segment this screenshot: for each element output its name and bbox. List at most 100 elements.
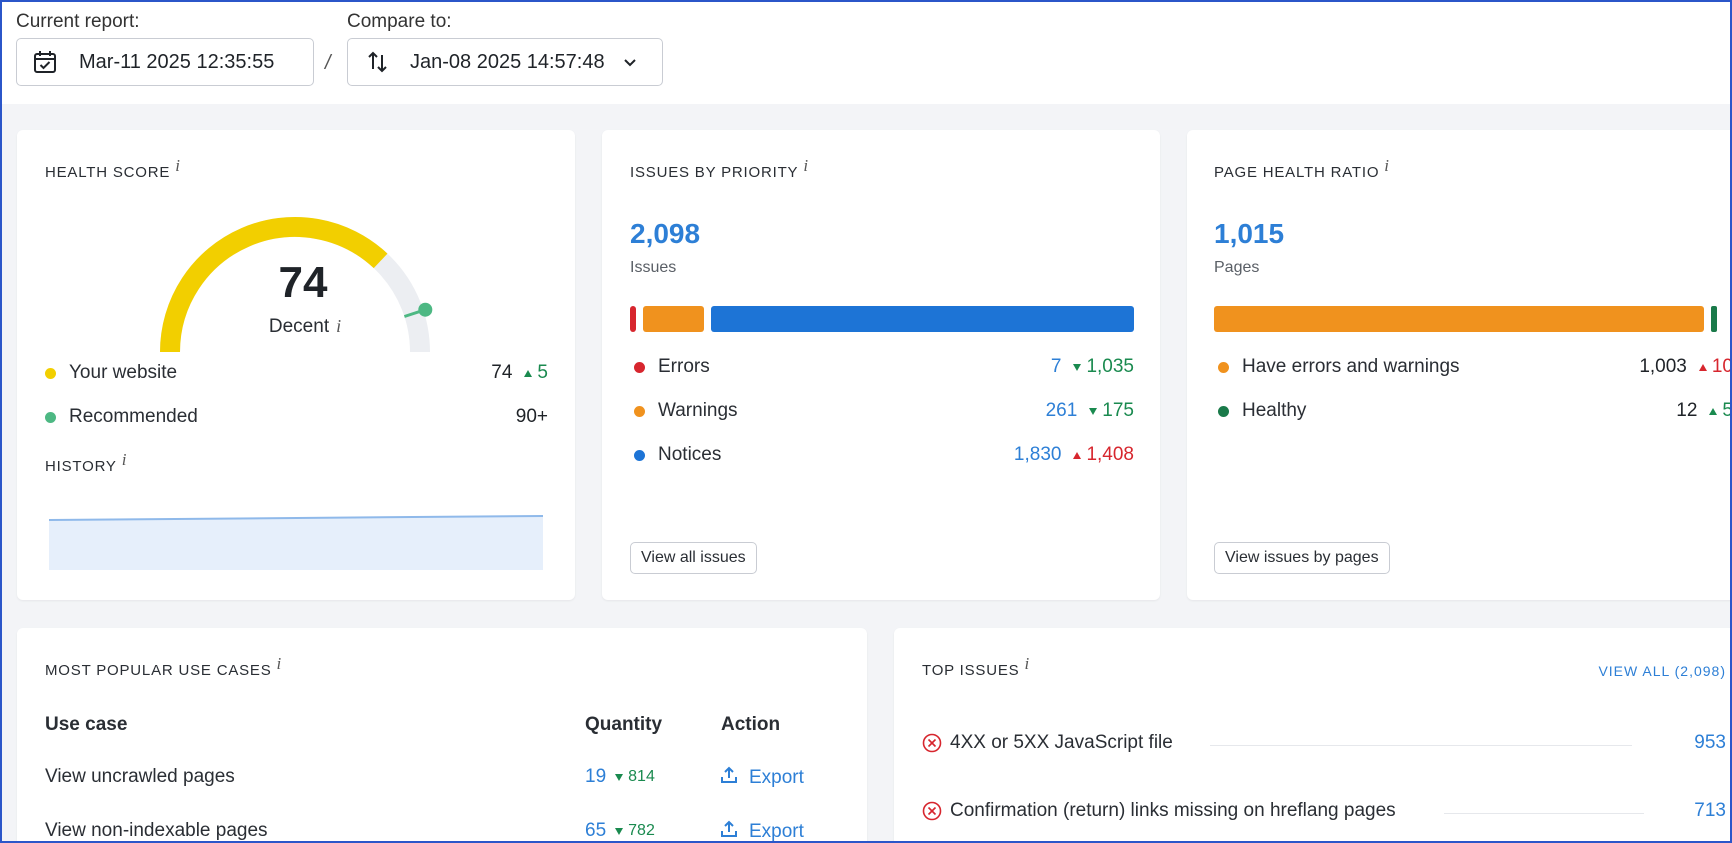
issue-row-divider: [1210, 745, 1632, 746]
health-score-title: HEALTH SCORE i: [45, 156, 180, 181]
gauge-fill: [160, 217, 388, 353]
top-issues-card: TOP ISSUES i VIEW ALL (2,098) 4XX or 5XX …: [894, 628, 1730, 841]
top-issue-row[interactable]: Confirmation (return) links missing on h…: [922, 800, 1396, 822]
pages-distribution-bar[interactable]: [1214, 306, 1730, 332]
errors-and-warnings-count[interactable]: 1,003: [1639, 356, 1687, 377]
issues-distribution-bar[interactable]: [630, 306, 1134, 332]
legend-your-website: Your website: [45, 362, 177, 384]
down-arrow-icon: [1073, 363, 1082, 371]
export-button[interactable]: Export: [721, 766, 804, 790]
view-all-issues-button[interactable]: View all issues: [630, 542, 757, 574]
column-header-use-case: Use case: [45, 714, 128, 735]
your-website-score: 74 5: [491, 362, 548, 383]
info-icon[interactable]: i: [1024, 654, 1030, 673]
warnings-legend: Warnings: [634, 400, 738, 422]
upload-icon: [721, 766, 737, 790]
date-separator: /: [325, 52, 331, 74]
info-icon[interactable]: i: [1384, 156, 1390, 175]
use-case-name: View non-indexable pages: [45, 820, 268, 841]
info-icon[interactable]: i: [336, 316, 342, 336]
calendar-icon: [23, 49, 67, 75]
healthy-values: 12 5: [1676, 400, 1732, 421]
info-icon[interactable]: i: [803, 156, 809, 175]
page-health-ratio-title: PAGE HEALTH RATIO i: [1214, 156, 1390, 181]
report-header: Current report: Mar-11 2025 12:35:55 / C…: [2, 2, 1730, 104]
compare-date-dropdown[interactable]: Jan-08 2025 14:57:48: [347, 38, 663, 86]
notices-values: 1,830 1,408: [1013, 444, 1134, 465]
page-health-ratio-card: PAGE HEALTH RATIO i 1,015 Pages Have erro…: [1187, 130, 1732, 600]
upload-icon: [721, 820, 737, 841]
healthy-count[interactable]: 12: [1676, 400, 1698, 421]
current-report-picker[interactable]: Mar-11 2025 12:35:55: [16, 38, 314, 86]
yellow-dot-icon: [45, 367, 56, 379]
notices-legend: Notices: [634, 444, 721, 466]
quantity-link[interactable]: 19: [585, 766, 607, 787]
use-cases-title: MOST POPULAR USE CASES i: [45, 654, 282, 679]
compare-date: Jan-08 2025 14:57:48: [410, 50, 605, 73]
info-icon[interactable]: i: [175, 156, 180, 175]
use-cases-card: MOST POPULAR USE CASES i Use case Quantit…: [17, 628, 867, 841]
healthy-legend: Healthy: [1218, 400, 1306, 422]
errors-values: 7 1,035: [1050, 356, 1134, 377]
orange-dot-icon: [634, 405, 645, 417]
errors-legend: Errors: [634, 356, 710, 378]
green-dot-icon: [45, 411, 56, 423]
top-issues-title: TOP ISSUES i: [922, 654, 1030, 679]
warnings-bar-segment[interactable]: [643, 306, 704, 332]
warnings-count[interactable]: 261: [1045, 400, 1078, 421]
history-line: [49, 515, 544, 521]
legend-recommended: Recommended: [45, 406, 198, 428]
error-circle-icon: [922, 801, 942, 821]
red-dot-icon: [634, 361, 645, 373]
swap-arrows-icon: [356, 49, 400, 75]
errors-and-warnings-legend: Have errors and warnings: [1218, 356, 1460, 378]
top-issue-count[interactable]: 953: [1694, 732, 1726, 753]
current-report-date: Mar-11 2025 12:35:55: [79, 50, 275, 73]
notices-count[interactable]: 1,830: [1013, 444, 1062, 465]
total-pages-count[interactable]: 1,015: [1214, 218, 1285, 249]
use-case-quantity: 65 782: [585, 820, 655, 841]
up-arrow-icon: [1709, 407, 1718, 415]
up-arrow-icon: [524, 369, 533, 377]
errors-warnings-bar-segment[interactable]: [1214, 306, 1704, 332]
health-score-rating: Decent i: [268, 316, 342, 337]
view-all-issues-link[interactable]: VIEW ALL (2,098): [1598, 663, 1726, 679]
current-report-label: Current report:: [16, 11, 140, 32]
error-circle-icon: [922, 733, 942, 753]
issues-by-priority-title: ISSUES BY PRIORITY i: [630, 156, 809, 181]
health-score-gauge: [160, 217, 433, 353]
health-score-card: HEALTH SCORE i 74 Decent i Your website 74…: [17, 130, 575, 600]
blue-dot-icon: [634, 449, 645, 461]
column-header-action: Action: [721, 714, 781, 735]
column-header-quantity: Quantity: [585, 714, 663, 735]
view-issues-by-pages-button[interactable]: View issues by pages: [1214, 542, 1390, 574]
history-title: HISTORY i: [45, 450, 127, 475]
info-icon[interactable]: i: [276, 654, 282, 673]
history-chart[interactable]: [49, 510, 545, 572]
total-issues-label: Issues: [630, 259, 677, 276]
down-arrow-icon: [615, 827, 624, 835]
use-case-quantity: 19 814: [585, 766, 655, 787]
recommended-marker-dot: [418, 302, 433, 317]
quantity-link[interactable]: 65: [585, 820, 607, 841]
healthy-bar-segment[interactable]: [1711, 306, 1717, 332]
errors-bar-segment[interactable]: [630, 306, 636, 332]
top-issue-row[interactable]: 4XX or 5XX JavaScript file: [922, 732, 1173, 754]
errors-count[interactable]: 7: [1050, 356, 1062, 377]
top-issue-count[interactable]: 713: [1694, 800, 1726, 821]
notices-bar-segment[interactable]: [711, 306, 1134, 332]
errors-and-warnings-values: 1,003 10: [1639, 356, 1732, 377]
down-arrow-icon: [615, 773, 624, 781]
health-score-value: 74: [278, 258, 328, 307]
total-issues-count[interactable]: 2,098: [630, 218, 701, 249]
use-case-name: View uncrawled pages: [45, 766, 235, 787]
up-arrow-icon: [1073, 451, 1082, 459]
warnings-values: 261 175: [1045, 400, 1134, 421]
issue-row-divider: [1444, 813, 1644, 814]
issues-by-priority-card: ISSUES BY PRIORITY i 2,098 Issues Errors …: [602, 130, 1160, 600]
export-button[interactable]: Export: [721, 820, 804, 841]
info-icon[interactable]: i: [121, 450, 127, 469]
dark-green-dot-icon: [1218, 405, 1229, 417]
up-arrow-icon: [1698, 363, 1707, 371]
